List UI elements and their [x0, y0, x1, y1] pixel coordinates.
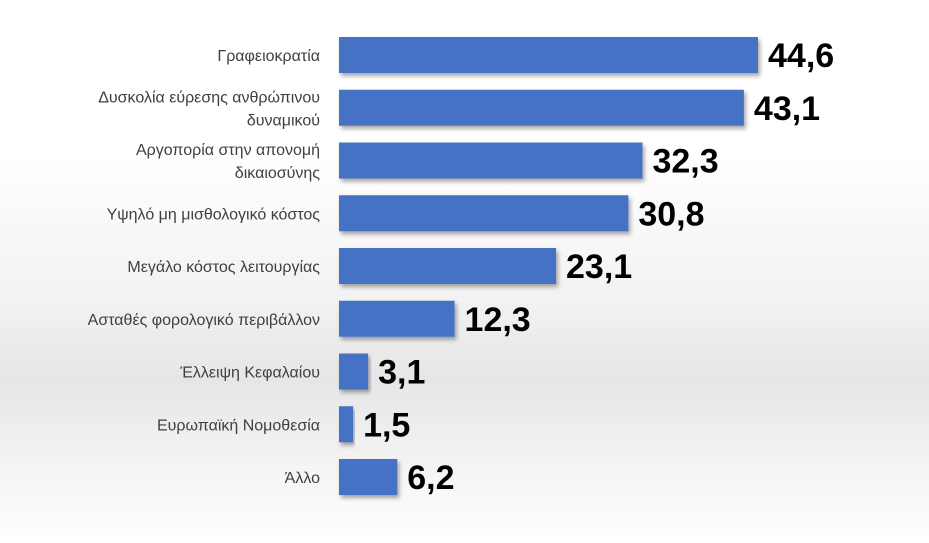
value-label-4: 23,1 [566, 248, 632, 286]
bar-7 [339, 406, 354, 443]
value-label-6: 3,1 [378, 354, 425, 392]
category-label-line: Υψηλό μη μισθολογικό κόστος [107, 206, 321, 223]
bar-6 [339, 353, 369, 390]
value-label-0: 44,6 [768, 37, 834, 75]
bar-1 [339, 89, 744, 126]
category-label-line: δικαιοσύνης [235, 165, 320, 182]
category-label-7: Ευρωπαϊκή Νομοθεσία [157, 417, 320, 434]
category-label-line: Γραφειοκρατία [217, 48, 320, 65]
category-label-0: Γραφειοκρατία [217, 48, 320, 65]
category-label-line: Έλλειψη Κεφαλαίου [179, 365, 320, 382]
value-labels: 44,6 43,1 32,3 30,823,1 12,3 3,1 1,5 6,2 [363, 37, 834, 497]
bar-5 [339, 300, 455, 337]
bar-4 [339, 248, 557, 284]
category-label-line: Αργοπορία στην απονομή [136, 142, 320, 159]
category-label-line: δυναμικού [247, 112, 320, 129]
category-label-line: Άλλο [285, 470, 320, 487]
bars-group [339, 37, 758, 495]
bar-2 [339, 142, 643, 179]
category-label-line: Μεγάλο κόστος λειτουργίας [127, 259, 320, 276]
category-labels: Γραφειοκρατία Δυσκολία εύρεσης ανθρώπινου… [88, 48, 321, 487]
value-label-2: 32,3 [652, 143, 718, 181]
category-label-3: Υψηλό μη μισθολογικό κόστος [107, 206, 321, 223]
value-label-1: 43,1 [754, 90, 820, 128]
category-label-2: Αργοπορία στην απονομή δικαιοσύνης [136, 142, 320, 182]
category-label-4: Μεγάλο κόστος λειτουργίας [127, 259, 320, 276]
bar-8 [339, 459, 398, 495]
category-label-line: Δυσκολία εύρεσης ανθρώπινου [98, 89, 320, 106]
value-label-8: 6,2 [407, 459, 454, 497]
bar-0 [339, 37, 758, 73]
category-label-8: Άλλο [285, 470, 320, 487]
bar-3 [339, 195, 629, 232]
category-label-line: Ασταθές φορολογικό περιβάλλον [88, 312, 320, 329]
category-label-line: Ευρωπαϊκή Νομοθεσία [157, 417, 320, 434]
category-label-1: Δυσκολία εύρεσης ανθρώπινου δυναμικού [98, 89, 320, 129]
value-label-3: 30,8 [638, 195, 704, 233]
value-label-7: 1,5 [363, 406, 410, 444]
category-label-6: Έλλειψη Κεφαλαίου [179, 365, 320, 382]
category-label-5: Ασταθές φορολογικό περιβάλλον [88, 312, 320, 329]
value-label-5: 12,3 [465, 301, 531, 339]
